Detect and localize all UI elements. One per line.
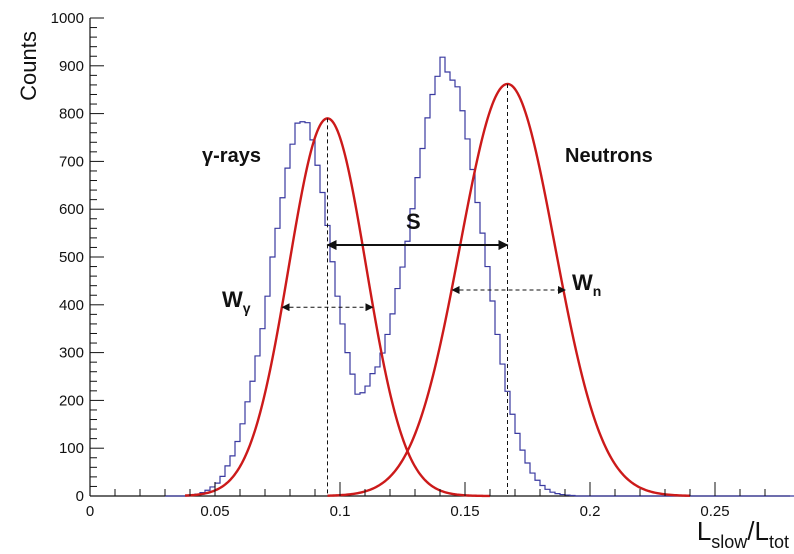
separation-label: S: [406, 209, 421, 234]
w-gamma-label: Wγ: [222, 287, 251, 316]
gamma-rays-label: γ-rays: [202, 145, 261, 167]
y-tick-label: 100: [59, 440, 84, 457]
x-axis-ticks: 0 0.05 0.1 0.15 0.2 0.25: [86, 482, 766, 520]
y-axis-title: Counts: [16, 31, 41, 101]
y-tick-label: 300: [59, 345, 84, 362]
y-tick-label: 900: [59, 58, 84, 75]
x-tick-label: 0: [86, 503, 94, 520]
x-axis-title-sub1: slow: [711, 532, 748, 552]
y-tick-label: 600: [59, 201, 84, 218]
histogram-layer: [165, 56, 794, 497]
y-axis-ticks: 0 100 200 300 400 500 600 700 800 900 1000: [51, 10, 104, 505]
y-tick-label: 200: [59, 392, 84, 409]
x-axis-title-main2: /L: [747, 516, 769, 546]
x-tick-label: 0.1: [330, 503, 351, 520]
neutrons-label: Neutrons: [565, 145, 653, 167]
gamma-fit-curve: [184, 117, 491, 498]
x-tick-label: 0.2: [580, 503, 601, 520]
arrow-layer: [281, 240, 566, 312]
x-tick-label: 0.15: [450, 503, 479, 520]
histogram-series: [165, 56, 794, 497]
y-tick-label: 700: [59, 153, 84, 170]
y-tick-label: 800: [59, 106, 84, 123]
y-tick-label: 0: [76, 488, 84, 505]
w-n-label: Wn: [572, 270, 601, 299]
neutron-fit-curve: [327, 82, 691, 497]
plot-frame: [89, 18, 790, 497]
x-tick-label: 0.25: [700, 503, 729, 520]
y-tick-label: 500: [59, 249, 84, 266]
x-axis-title: Lslow/Ltot: [697, 516, 789, 552]
y-tick-label: 400: [59, 297, 84, 314]
y-tick-label: 1000: [51, 10, 84, 27]
x-axis-title-main1: L: [697, 516, 711, 546]
fit-layer: [184, 82, 691, 498]
x-tick-label: 0.05: [200, 503, 229, 520]
x-axis-title-sub2: tot: [769, 532, 789, 552]
